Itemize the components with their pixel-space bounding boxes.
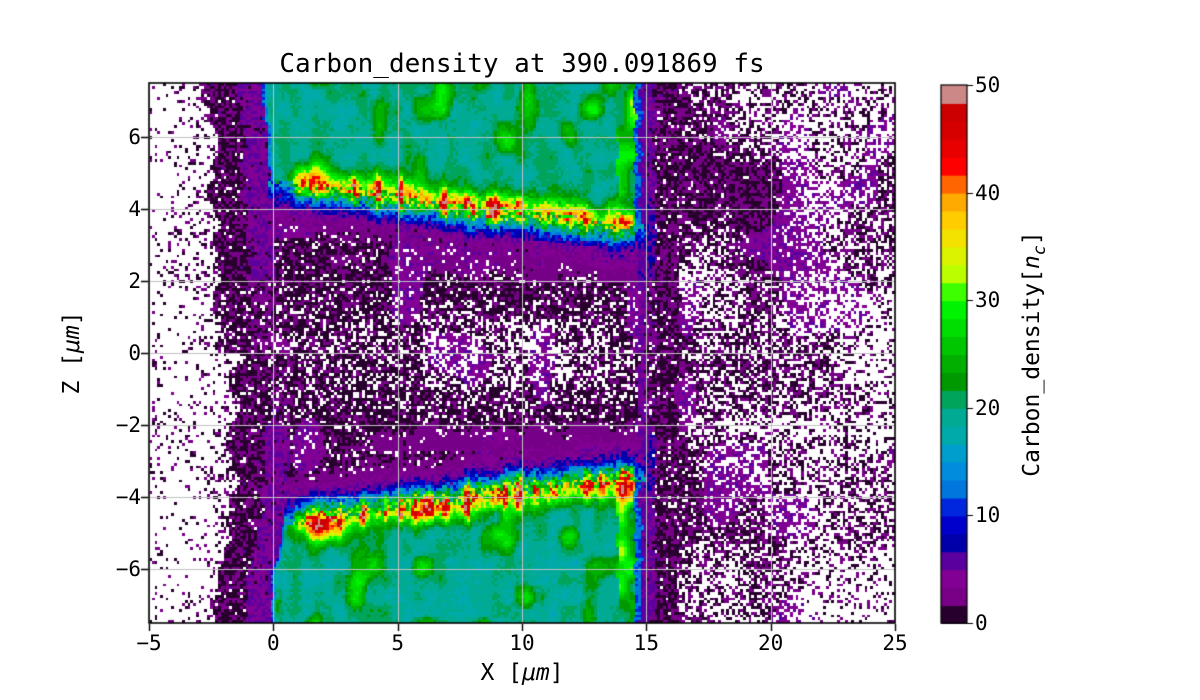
colorbar-tick-label: 10 bbox=[975, 503, 1001, 528]
y-tick-label: 4 bbox=[128, 197, 141, 221]
y-tick-label: −4 bbox=[115, 485, 141, 509]
x-tick-label: 15 bbox=[633, 631, 659, 655]
colorbar-tick-label: 50 bbox=[975, 73, 1001, 97]
colorbar-tick-label: 30 bbox=[975, 288, 1001, 313]
x-tick-label: −5 bbox=[136, 631, 162, 655]
y-tick-label: 6 bbox=[128, 125, 141, 149]
plot-title: Carbon_density at 390.091869 fs bbox=[279, 49, 765, 79]
y-axis-label: Z [μm] bbox=[59, 311, 85, 395]
x-tick-label: 5 bbox=[391, 631, 404, 655]
colorbar-tick-label: 40 bbox=[975, 180, 1001, 205]
y-tick-label: 0 bbox=[128, 341, 141, 365]
colorbar-tick-label: 20 bbox=[975, 395, 1001, 420]
x-tick-label: 0 bbox=[267, 631, 280, 655]
x-tick-label: 25 bbox=[882, 631, 908, 655]
y-tick-label: 2 bbox=[128, 269, 141, 293]
colorbar-tick-label: 0 bbox=[975, 611, 988, 635]
y-tick-label: −6 bbox=[115, 557, 141, 581]
x-axis-label: X [μm] bbox=[480, 660, 564, 686]
x-tick-label: 20 bbox=[758, 631, 784, 655]
colorbar-label: Carbon_density[nc] bbox=[1019, 231, 1049, 477]
y-tick-label: −2 bbox=[115, 413, 141, 437]
x-tick-label: 10 bbox=[509, 631, 535, 655]
